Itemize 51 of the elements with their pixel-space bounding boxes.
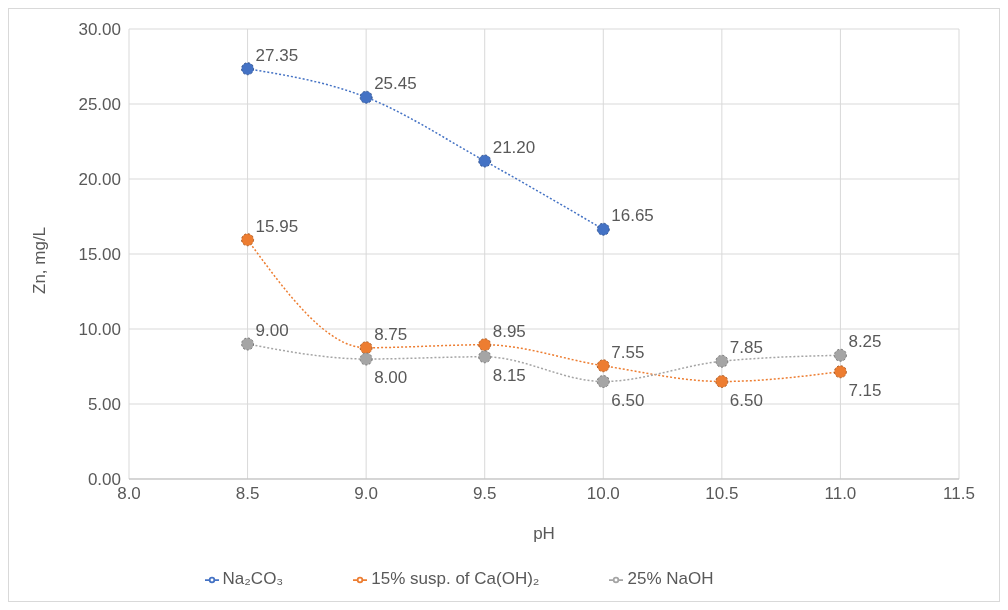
y-tick-label: 25.00 xyxy=(78,95,121,115)
data-label: 6.50 xyxy=(611,390,645,410)
point xyxy=(359,341,373,355)
data-label: 8.15 xyxy=(492,365,526,385)
point xyxy=(241,233,255,247)
point xyxy=(833,348,847,362)
y-axis-title: Zn, mg/L xyxy=(30,226,50,294)
x-tick-label: 9.0 xyxy=(354,484,378,504)
data-label: 7.85 xyxy=(729,338,763,358)
x-tick-label: 9.5 xyxy=(472,484,497,504)
point xyxy=(359,352,373,366)
point xyxy=(715,354,729,368)
data-label: 8.25 xyxy=(848,332,882,352)
legend-label: 15% susp. of Ca(OH)₂ xyxy=(371,569,540,588)
legend-label: Na₂CO₃ xyxy=(222,569,284,588)
data-label: 16.65 xyxy=(611,206,654,226)
x-tick-label: 11.0 xyxy=(824,484,857,504)
x-axis-title: pH xyxy=(533,524,555,543)
point xyxy=(241,337,255,351)
point xyxy=(596,359,610,373)
x-tick-label: 11.5 xyxy=(943,484,975,504)
point xyxy=(596,375,610,388)
point xyxy=(833,365,847,379)
point xyxy=(478,350,492,364)
y-tick-label: 15.00 xyxy=(78,245,121,265)
legend-label: 25% NaOH xyxy=(627,569,714,588)
y-tick-label: 20.00 xyxy=(78,170,121,190)
data-label: 7.15 xyxy=(848,380,882,400)
point xyxy=(241,62,255,76)
point xyxy=(478,338,492,352)
data-label: 8.95 xyxy=(492,321,526,341)
x-tick-label: 8.0 xyxy=(117,484,141,504)
data-label: 27.35 xyxy=(255,45,299,65)
x-tick-label: 10.5 xyxy=(705,484,739,504)
data-label: 8.00 xyxy=(374,368,408,387)
data-label: 25.45 xyxy=(374,74,417,94)
x-tick-label: 10.0 xyxy=(586,484,620,504)
data-label: 7.55 xyxy=(611,342,645,362)
data-label: 21.20 xyxy=(492,138,536,157)
x-tick-label: 8.5 xyxy=(235,484,260,504)
data-label: 6.50 xyxy=(729,390,763,410)
data-label: 9.00 xyxy=(255,321,289,340)
point xyxy=(596,222,610,236)
point xyxy=(359,90,373,104)
point xyxy=(478,154,492,168)
y-tick-label: 30.00 xyxy=(78,20,121,40)
y-tick-label: 5.00 xyxy=(87,395,121,415)
y-tick-label: 10.00 xyxy=(78,320,121,340)
point xyxy=(715,375,729,388)
data-label: 15.95 xyxy=(255,216,299,236)
data-label: 8.75 xyxy=(374,324,408,344)
